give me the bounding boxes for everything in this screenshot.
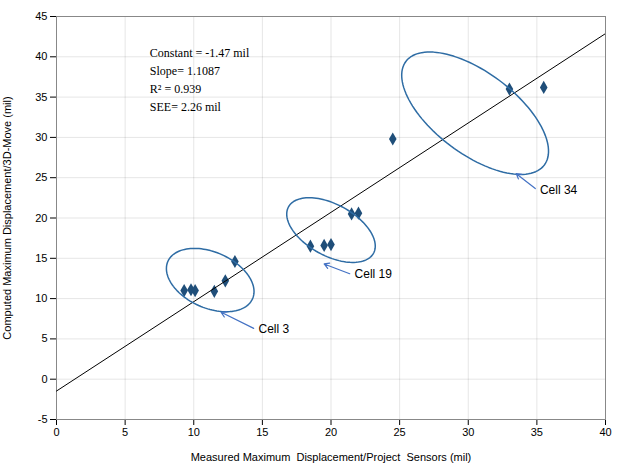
svg-text:Cell 3: Cell 3 xyxy=(259,322,290,336)
svg-text:0: 0 xyxy=(41,373,47,385)
svg-text:5: 5 xyxy=(122,426,128,438)
svg-text:30: 30 xyxy=(462,426,474,438)
svg-text:20: 20 xyxy=(325,426,337,438)
svg-text:35: 35 xyxy=(531,426,543,438)
svg-text:-5: -5 xyxy=(38,413,48,425)
svg-text:45: 45 xyxy=(35,10,47,22)
svg-text:Cell 19: Cell 19 xyxy=(355,267,393,281)
svg-text:15: 15 xyxy=(35,252,47,264)
svg-text:5: 5 xyxy=(41,332,47,344)
svg-text:25: 25 xyxy=(394,426,406,438)
svg-text:10: 10 xyxy=(35,292,47,304)
svg-text:35: 35 xyxy=(35,91,47,103)
svg-text:10: 10 xyxy=(188,426,200,438)
svg-text:30: 30 xyxy=(35,131,47,143)
svg-text:Constant = -1.47 milSlope= 1.1: Constant = -1.47 milSlope= 1.1087R² = 0.… xyxy=(150,46,250,114)
svg-text:25: 25 xyxy=(35,171,47,183)
svg-text:20: 20 xyxy=(35,212,47,224)
svg-text:0: 0 xyxy=(53,426,59,438)
svg-text:40: 40 xyxy=(35,50,47,62)
svg-text:Measured Maximum Displacement: Measured Maximum Displacement/Project Se… xyxy=(191,451,472,463)
svg-text:Cell 34: Cell 34 xyxy=(540,183,578,197)
svg-text:40: 40 xyxy=(599,426,611,438)
svg-text:Computed Maximum Displacement/: Computed Maximum Displacement/3D-Move (m… xyxy=(1,96,13,339)
svg-text:15: 15 xyxy=(256,426,268,438)
